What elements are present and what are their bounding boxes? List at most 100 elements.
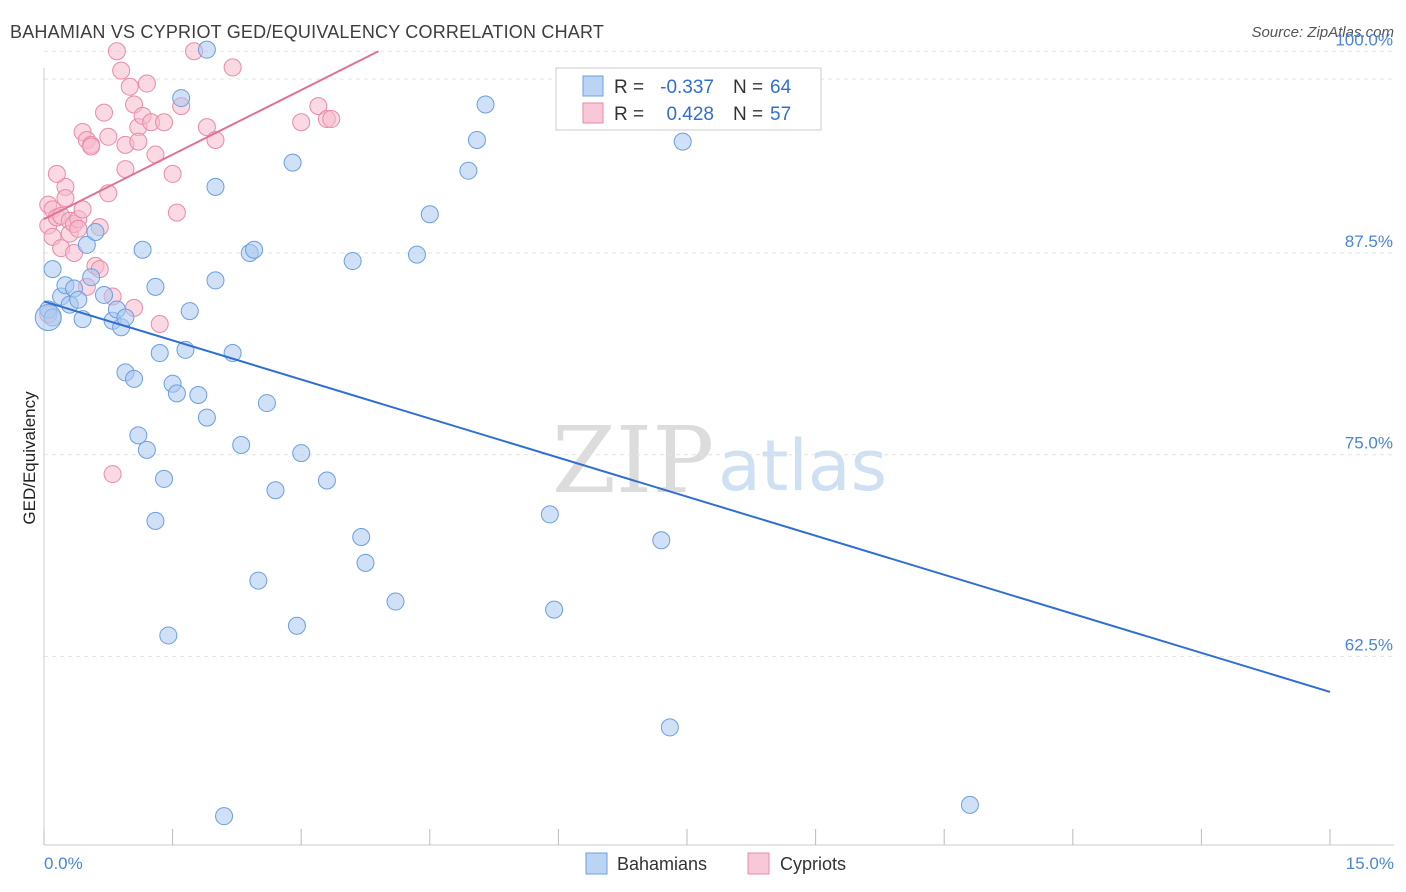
bahamians-point-47: [292, 444, 311, 463]
bahamians-point-61: [660, 718, 679, 737]
bahamians-point-44: [266, 481, 285, 500]
bahamians-point-59: [545, 600, 564, 619]
bahamians-point-53: [407, 245, 426, 264]
cypriots-point-50: [292, 113, 311, 132]
y-tick-label-0: 62.5%: [1345, 635, 1393, 654]
cypriots-point-56: [47, 164, 66, 183]
bahamians-point-51: [356, 553, 375, 572]
bahamians-point-7: [69, 290, 88, 309]
legend-r-label-1: R =: [614, 77, 644, 98]
legend-box: R = -0.337 N = 64 R = 0.428 N = 57: [555, 67, 822, 131]
bahamians-trend-line: [43, 300, 1331, 693]
x-tick-label-max: 15.0%: [1346, 854, 1394, 873]
legend-n-label-2: N =: [733, 104, 763, 125]
legend-swatch-bahamians: [582, 75, 604, 97]
bahamians-point-33: [197, 40, 216, 59]
bahamians-point-60: [652, 531, 671, 550]
cypriots-point-43: [155, 113, 174, 132]
bahamians-point-41: [245, 240, 264, 259]
cypriots-point-51: [309, 97, 328, 116]
bahamians-cluster-point: [34, 304, 62, 332]
legend-swatch-cypriots: [582, 102, 604, 124]
bottom-legend: Bahamians Cypriots: [585, 852, 846, 875]
y-tick-label-2: 87.5%: [1345, 232, 1393, 251]
bottom-legend-swatch-cypriots: [747, 852, 770, 875]
watermark-atlas: atlas: [718, 425, 887, 507]
cypriots-point-44: [163, 164, 182, 183]
bahamians-point-26: [159, 626, 178, 645]
bahamians-point-34: [197, 408, 216, 427]
bahamians-point-11: [86, 223, 105, 242]
y-axis-label: GED/Equivalency: [20, 391, 39, 525]
bahamians-points: [34, 40, 979, 826]
bahamians-point-23: [146, 277, 165, 296]
cypriots-point-12: [65, 243, 84, 262]
chart-title: BAHAMIAN VS CYPRIOT GED/EQUIVALENCY CORR…: [10, 22, 605, 42]
cypriots-point-15: [69, 219, 88, 238]
bahamians-point-62: [673, 132, 692, 151]
bahamians-point-32: [189, 385, 208, 404]
trend-lines: [43, 50, 1331, 693]
legend-n-value-2: 57: [770, 104, 791, 125]
bahamians-point-21: [137, 440, 156, 459]
bahamians-point-55: [459, 161, 478, 180]
bahamians-point-28: [167, 384, 186, 403]
bahamians-point-37: [215, 807, 234, 826]
x-tick-label-min: 0.0%: [44, 854, 83, 873]
bahamians-point-63: [960, 795, 979, 814]
source-label: Source: ZipAtlas.com: [1251, 24, 1394, 41]
bahamians-point-54: [420, 205, 439, 224]
cypriots-trend-line: [43, 50, 379, 220]
cypriots-point-25: [95, 103, 114, 122]
bahamians-point-49: [343, 252, 362, 271]
y-tick-label-3: 100.0%: [1335, 30, 1393, 49]
legend-r-value-2: 0.428: [666, 104, 714, 125]
cypriots-point-48: [197, 118, 216, 137]
bahamians-point-22: [146, 511, 165, 530]
bahamians-point-50: [352, 528, 371, 547]
cypriots-point-42: [150, 314, 169, 333]
cypriots-point-21: [82, 137, 101, 156]
x-axis-ticks: [43, 829, 1331, 845]
bahamians-point-46: [287, 616, 306, 635]
cypriots-point-53: [322, 110, 341, 129]
bahamians-point-48: [317, 471, 336, 490]
grid-lines: [44, 50, 1394, 657]
cypriots-point-30: [107, 42, 126, 61]
bahamians-point-57: [476, 95, 495, 114]
legend-n-value-1: 64: [770, 77, 792, 98]
legend-r-value-1: -0.337: [660, 77, 714, 98]
bahamians-point-24: [150, 344, 169, 363]
bahamians-point-10: [82, 268, 101, 287]
bahamians-point-52: [386, 592, 405, 611]
cypriots-point-16: [73, 200, 92, 219]
bahamians-point-58: [540, 505, 559, 524]
bahamians-point-12: [95, 285, 114, 304]
bahamians-point-2: [43, 260, 62, 279]
y-tick-labels: 62.5% 75.0% 87.5% 100.0%: [1335, 30, 1393, 654]
cypriots-points: [39, 42, 341, 484]
bottom-legend-bahamians: Bahamians: [617, 854, 707, 874]
bottom-legend-cypriots: Cypriots: [780, 854, 846, 874]
bahamians-point-56: [467, 131, 486, 150]
bahamians-point-29: [172, 89, 191, 108]
bahamians-point-35: [206, 177, 225, 196]
bahamians-point-43: [257, 394, 276, 413]
cypriots-point-26: [99, 127, 118, 146]
bahamians-point-36: [206, 271, 225, 290]
cypriots-point-45: [167, 203, 186, 222]
bahamians-point-19: [129, 426, 148, 445]
bahamians-point-20: [133, 240, 152, 259]
legend-n-label-1: N =: [733, 77, 763, 98]
bahamians-point-42: [249, 571, 268, 590]
bahamians-point-9: [77, 235, 96, 254]
cypriots-point-28: [103, 465, 122, 484]
y-tick-label-1: 75.0%: [1345, 434, 1393, 453]
bahamians-point-31: [180, 302, 199, 321]
cypriots-point-31: [112, 61, 131, 80]
cypriots-point-37: [129, 132, 148, 151]
bottom-legend-swatch-bahamians: [585, 852, 608, 875]
cypriots-point-34: [120, 77, 139, 96]
legend-r-label-2: R =: [614, 104, 644, 125]
